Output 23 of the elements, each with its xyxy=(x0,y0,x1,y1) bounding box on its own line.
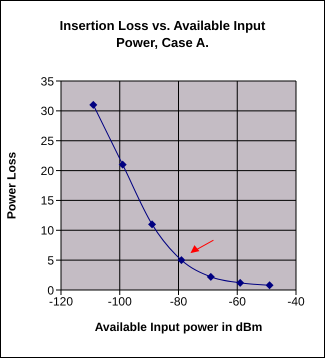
x-tick-label: -100 xyxy=(108,294,132,309)
y-tick-label: 10 xyxy=(40,224,54,238)
y-axis-title: Power Loss xyxy=(4,152,18,220)
point xyxy=(266,281,274,290)
point xyxy=(148,220,156,228)
y-tick-label: 20 xyxy=(40,164,54,178)
y-tick-label: 15 xyxy=(40,194,54,208)
x-tick-label: -80 xyxy=(170,294,188,309)
point xyxy=(236,278,244,287)
x-tick-label: -120 xyxy=(48,294,74,309)
chart-title: Insertion Loss vs. Available Input Power, Case A. xyxy=(58,17,266,51)
point xyxy=(89,100,98,109)
x-tick-label: -40 xyxy=(287,294,305,309)
x-axis-title: Available Input power in dBm xyxy=(94,320,262,334)
x-tick-label: -60 xyxy=(228,294,246,309)
point xyxy=(177,256,186,264)
y-tick-label: 30 xyxy=(40,104,54,118)
y-tick-label: 5 xyxy=(47,253,54,268)
point xyxy=(206,272,215,281)
y-tick-label: 25 xyxy=(40,134,54,148)
y-tick-label: 35 xyxy=(40,74,54,88)
y-tick-label: 0 xyxy=(47,283,54,298)
point xyxy=(118,160,127,169)
